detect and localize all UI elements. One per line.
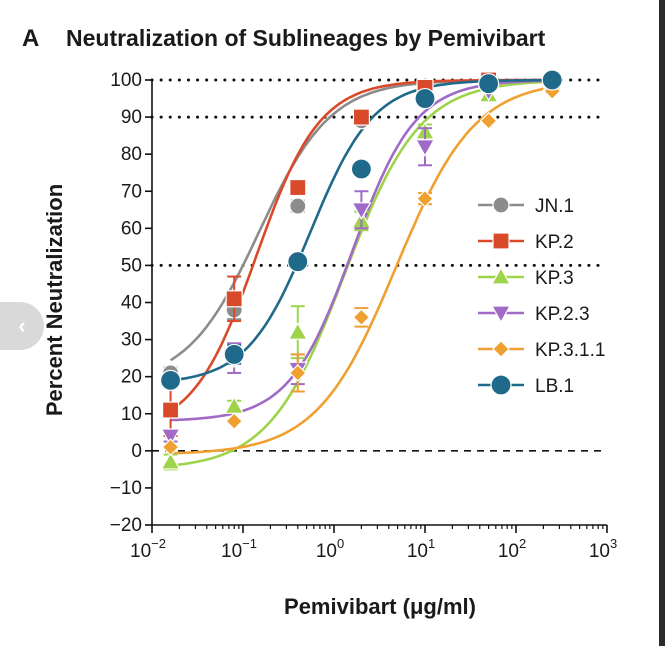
legend-label-KP.3: KP.3	[535, 268, 574, 289]
window-edge	[659, 0, 665, 646]
legend-marker-LB.1	[490, 374, 512, 396]
point-LB.1	[350, 158, 372, 180]
curve-KP.3.1.1	[170, 85, 553, 455]
point-KP.3.1.1	[288, 364, 307, 382]
point-LB.1	[287, 251, 309, 273]
point-KP.2.3	[351, 202, 372, 221]
x-tick-label: 102	[498, 536, 526, 562]
point-KP.2.3	[160, 428, 181, 447]
reference-lines	[150, 78, 609, 452]
legend-marker-KP.3	[490, 266, 512, 285]
y-tick-label: 50	[121, 255, 142, 276]
y-tick-label: 30	[121, 330, 142, 351]
point-KP.3.1.1	[416, 189, 434, 208]
point-LB.1	[414, 87, 436, 110]
legend-label-KP.2: KP.2	[535, 232, 574, 253]
point-KP.3	[160, 451, 181, 470]
point-KP.2	[225, 290, 243, 308]
y-tick-label: 60	[121, 218, 142, 239]
x-tick-label: 103	[589, 536, 617, 562]
point-KP.3.1.1	[161, 438, 180, 456]
x-axis-label: Pemivibart (μg/ml)	[284, 594, 476, 619]
panel-letter: A	[22, 25, 39, 52]
y-tick-label: 90	[121, 107, 142, 128]
y-tick-label: 70	[121, 181, 142, 202]
point-JN.1	[289, 197, 307, 215]
point-KP.3.1.1	[352, 308, 371, 327]
y-tick-label: 80	[121, 144, 142, 165]
legend-label-KP.2.3: KP.2.3	[535, 304, 590, 325]
legend-label-KP.3.1.1: KP.3.1.1	[535, 340, 605, 361]
x-tick-label: 100	[316, 536, 344, 562]
y-tick-label: 10	[121, 404, 142, 425]
chevron-left-icon: ‹	[18, 313, 26, 338]
point-KP.3	[224, 396, 245, 414]
y-tick-label: 20	[121, 367, 142, 388]
previous-figure-button[interactable]: ‹	[0, 302, 44, 350]
y-axis-label: Percent Neutralization	[42, 184, 67, 416]
point-KP.2	[352, 108, 370, 126]
legend-marker-KP.2.3	[490, 305, 512, 324]
y-tick-label: −20	[110, 515, 142, 536]
legend-label-LB.1: LB.1	[535, 376, 574, 397]
y-tick-label: 0	[131, 441, 142, 462]
x-tick-label: 10−1	[221, 536, 257, 562]
point-KP.3	[287, 321, 308, 340]
x-tick-label: 101	[407, 536, 435, 562]
y-tick-label: −10	[110, 478, 142, 499]
legend-marker-JN.1	[492, 196, 510, 214]
data-markers	[159, 69, 563, 471]
x-tick-label: 10−2	[130, 536, 166, 562]
point-LB.1	[159, 369, 182, 391]
point-KP.2	[161, 401, 180, 419]
point-LB.1	[541, 69, 563, 91]
legend-marker-KP.2	[492, 232, 510, 250]
point-KP.3.1.1	[225, 412, 244, 431]
legend: JN.1 KP.2 KP.3 KP.2.3 KP.3.1.1 LB.1	[478, 196, 605, 397]
y-tick-label: 100	[110, 70, 142, 91]
point-KP.2.3	[414, 139, 436, 157]
chart-title: Neutralization of Sublineages by Pemivib…	[66, 25, 546, 51]
y-tick-label: 40	[121, 293, 142, 314]
point-KP.3.1.1	[479, 111, 498, 130]
point-LB.1	[478, 73, 500, 95]
point-LB.1	[223, 343, 245, 366]
legend-label-JN.1: JN.1	[535, 196, 574, 217]
point-KP.2	[289, 178, 307, 197]
legend-marker-KP.3.1.1	[492, 340, 510, 358]
